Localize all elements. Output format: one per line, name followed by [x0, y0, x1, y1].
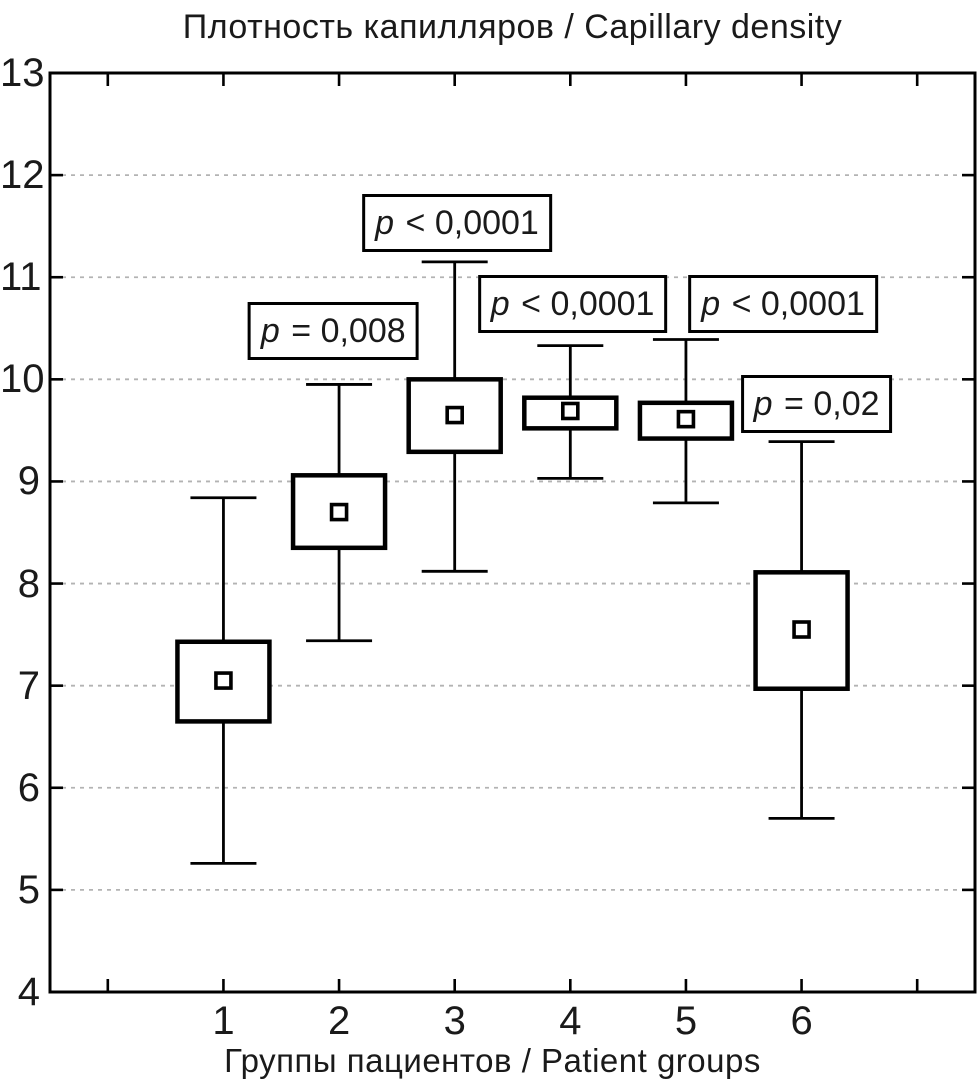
p-symbol: p [490, 284, 510, 323]
y-tick-label: 6 [17, 765, 40, 810]
p-value-annotation: p < 0,0001 [688, 274, 878, 333]
y-tick-label: 8 [17, 561, 40, 606]
x-tick-label: 1 [212, 999, 235, 1043]
x-tick-label: 6 [790, 999, 813, 1043]
p-value-annotation: p < 0,0001 [362, 194, 552, 253]
x-tick-label: 4 [559, 999, 582, 1043]
p-symbol: p [753, 384, 773, 423]
box-group-6 [753, 570, 850, 691]
p-value-annotation: p = 0,008 [247, 302, 419, 361]
x-tick-label: 3 [443, 999, 466, 1043]
p-symbol: p [260, 312, 280, 351]
plot-frame [48, 71, 977, 994]
p-value-text: < 0,0001 [396, 204, 539, 243]
y-tick-label: 7 [17, 663, 40, 708]
mean-marker-group-4 [561, 401, 580, 421]
y-tick-label: 10 [0, 357, 45, 402]
x-tick-label: 2 [327, 999, 351, 1043]
p-value-text: < 0,0001 [722, 284, 865, 323]
mean-marker-group-1 [214, 671, 233, 690]
p-value-text: < 0,0001 [511, 284, 655, 323]
chart-title: Плотность капилляров / Capillary density [182, 8, 843, 46]
y-tick-label: 4 [17, 970, 40, 1014]
mean-marker-group-3 [445, 405, 464, 425]
y-tick-label: 12 [0, 153, 45, 198]
mean-marker-group-2 [329, 502, 349, 522]
p-value-text: = 0,02 [774, 384, 880, 423]
mean-marker-group-6 [792, 620, 811, 639]
p-symbol: p [701, 284, 721, 323]
p-value-text: = 0,008 [281, 312, 406, 351]
y-tick-label: 5 [17, 867, 40, 912]
x-axis-label: Группы пациентов / Patient groups [224, 1042, 761, 1079]
mean-marker-group-5 [676, 409, 696, 429]
y-tick-label: 11 [0, 255, 42, 300]
y-tick-label: 13 [0, 51, 45, 95]
p-value-annotation: p = 0,02 [740, 374, 893, 433]
box-group-3 [406, 377, 503, 455]
p-symbol: p [375, 204, 395, 243]
x-tick-label: 5 [674, 999, 698, 1043]
y-tick-label: 9 [17, 459, 40, 504]
p-value-annotation: p < 0,0001 [477, 274, 668, 333]
